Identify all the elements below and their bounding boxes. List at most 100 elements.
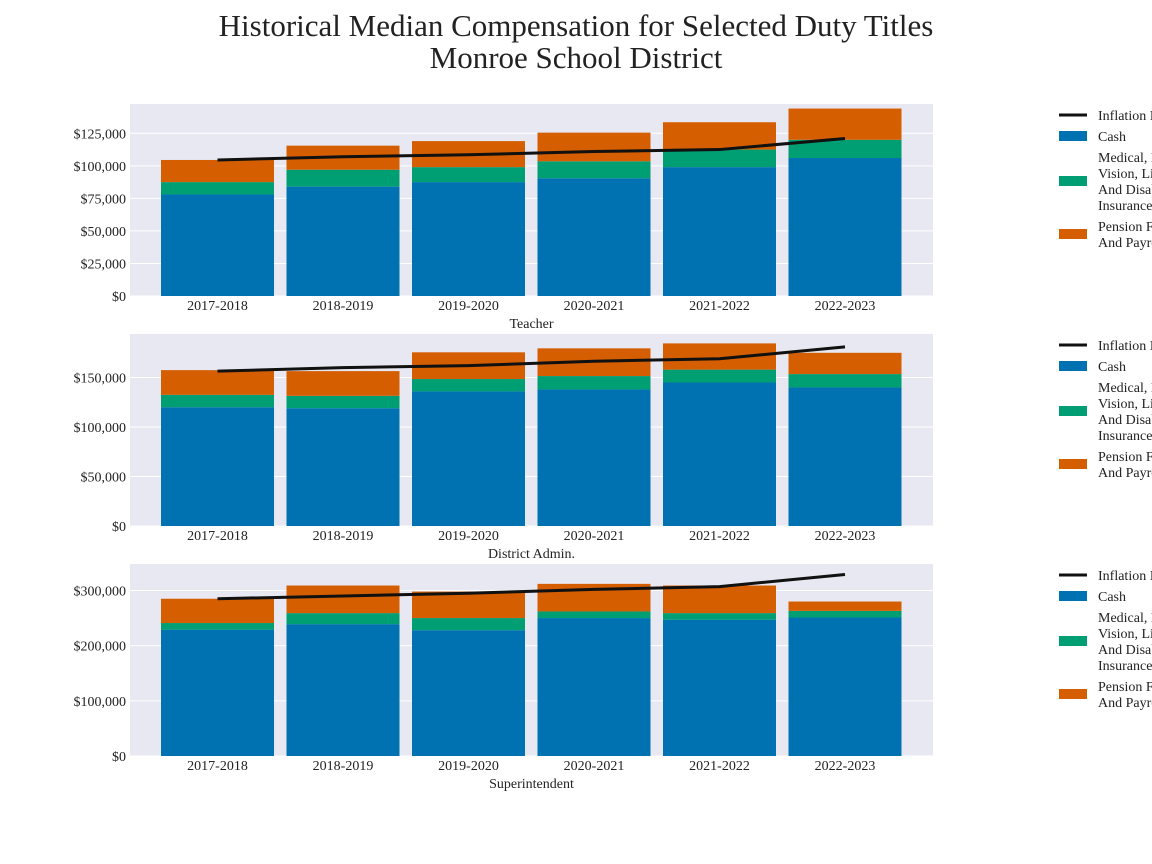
- x-tick-label: 2021-2022: [689, 299, 750, 314]
- legend-label: Cash: [1098, 590, 1126, 605]
- x-tick-label: 2020-2021: [564, 299, 625, 314]
- bar-cash: [663, 619, 776, 756]
- x-axis-label: District Admin.: [488, 547, 575, 562]
- y-tick-label: $100,000: [74, 695, 127, 710]
- bar-pension: [788, 601, 902, 611]
- bar-benefits: [788, 610, 902, 618]
- legend-label: Cash: [1098, 360, 1126, 375]
- legend-label: Inflation I: [1098, 569, 1152, 584]
- bar-cash: [161, 194, 274, 296]
- bar-pension: [286, 371, 400, 396]
- legend-label: Pension F: [1098, 220, 1152, 235]
- x-axis-label: Teacher: [509, 317, 553, 332]
- bar-benefits: [663, 613, 776, 620]
- bar-cash: [788, 158, 902, 296]
- bar-benefits: [788, 139, 902, 159]
- bar-cash: [663, 167, 776, 296]
- x-tick-label: 2022-2023: [815, 299, 876, 314]
- y-tick-label: $0: [112, 520, 126, 535]
- x-tick-label: 2017-2018: [187, 759, 248, 774]
- y-tick-label: $200,000: [74, 640, 127, 655]
- panel-3: $0 $100,000 $200,000 $300,000 2017-2018 2018-…: [74, 564, 1152, 792]
- bar-cash: [286, 186, 400, 296]
- y-tick-label: $50,000: [81, 471, 127, 486]
- y-tick-label: $75,000: [81, 192, 127, 207]
- legend-label: Vision, Li: [1098, 397, 1152, 412]
- legend-label: And Payro: [1098, 236, 1152, 251]
- legend-label: Vision, Li: [1098, 627, 1152, 642]
- bar-benefits: [663, 149, 776, 168]
- x-tick-label: 2021-2022: [689, 529, 750, 544]
- bar-benefits: [537, 376, 651, 390]
- bar-pension: [286, 585, 400, 614]
- bar-cash: [412, 182, 525, 296]
- bar-pension: [537, 132, 651, 162]
- bar-benefits: [663, 369, 776, 383]
- legend-swatch-cash: [1059, 591, 1087, 601]
- bar-benefits: [161, 394, 274, 408]
- bar-benefits: [412, 167, 525, 183]
- bar-pension: [663, 343, 776, 370]
- bar-benefits: [537, 161, 651, 179]
- bar-pension: [788, 108, 902, 140]
- bar-pension: [161, 370, 274, 395]
- x-tick-label: 2018-2019: [313, 529, 374, 544]
- x-tick-label: 2020-2021: [564, 529, 625, 544]
- legend-label: Cash: [1098, 130, 1126, 145]
- bar-benefits: [412, 379, 525, 392]
- bar-benefits: [286, 613, 400, 625]
- bar-cash: [286, 408, 400, 526]
- y-tick-label: $0: [112, 750, 126, 765]
- bar-cash: [412, 391, 525, 526]
- chart-title: Historical Median Compensation for Selec…: [0, 10, 1152, 74]
- bar-cash: [286, 624, 400, 756]
- bar-pension: [663, 585, 776, 614]
- legend-label: Insurance: [1098, 199, 1152, 214]
- x-tick-label: 2019-2020: [438, 299, 499, 314]
- x-axis-label: Superintendent: [489, 777, 574, 792]
- y-tick-label: $0: [112, 290, 126, 305]
- chart-title-line-1: Historical Median Compensation for Selec…: [218, 8, 934, 43]
- legend-label: Vision, Li: [1098, 167, 1152, 182]
- x-tick-label: 2021-2022: [689, 759, 750, 774]
- legend-swatch-cash: [1059, 131, 1087, 141]
- legend-label: Medical, D: [1098, 611, 1152, 626]
- bar-benefits: [286, 169, 400, 187]
- legend-label: Pension F: [1098, 450, 1152, 465]
- legend-label: And Disab: [1098, 183, 1152, 198]
- legend-label: Inflation I: [1098, 109, 1152, 124]
- legend-swatch-pension: [1059, 229, 1087, 239]
- panel-1: $0 $25,000 $50,000 $75,000 $100,000 $125,000 2…: [74, 104, 1152, 332]
- y-tick-label: $150,000: [74, 372, 127, 387]
- x-tick-label: 2018-2019: [313, 299, 374, 314]
- bar-cash: [788, 617, 902, 756]
- legend-swatch-cash: [1059, 361, 1087, 371]
- legend-label: And Disab: [1098, 413, 1152, 428]
- legend-swatch-benefits: [1059, 406, 1087, 416]
- x-tick-label: 2017-2018: [187, 299, 248, 314]
- legend-label: And Payro: [1098, 466, 1152, 481]
- x-tick-label: 2018-2019: [313, 759, 374, 774]
- bar-cash: [161, 407, 274, 526]
- bar-benefits: [412, 618, 525, 631]
- legend-label: And Payro: [1098, 696, 1152, 711]
- inflation-line: [217, 137, 846, 162]
- panel-2: $0 $50,000 $100,000 $150,000 2017-2018 2018-2…: [74, 334, 1152, 562]
- x-tick-label: 2020-2021: [564, 759, 625, 774]
- bar-pension: [161, 159, 274, 183]
- bar-pension: [788, 352, 902, 375]
- y-tick-label: $125,000: [74, 127, 127, 142]
- bar-pension: [161, 598, 274, 624]
- x-tick-label: 2019-2020: [438, 759, 499, 774]
- bar-cash: [412, 630, 525, 756]
- inflation-line: [217, 572, 846, 601]
- legend-swatch-benefits: [1059, 176, 1087, 186]
- inflation-line: [217, 345, 846, 373]
- bar-benefits: [788, 374, 902, 388]
- legend-swatch-benefits: [1059, 636, 1087, 646]
- bar-benefits: [161, 623, 274, 630]
- y-tick-label: $50,000: [81, 225, 127, 240]
